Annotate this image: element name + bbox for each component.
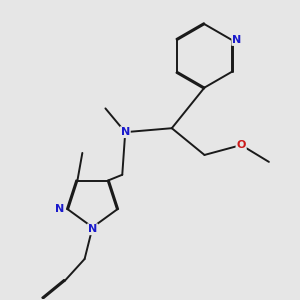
Text: N: N — [88, 224, 97, 234]
Text: O: O — [236, 140, 246, 150]
Text: N: N — [121, 127, 130, 137]
Text: N: N — [56, 205, 65, 214]
Text: N: N — [232, 35, 242, 45]
